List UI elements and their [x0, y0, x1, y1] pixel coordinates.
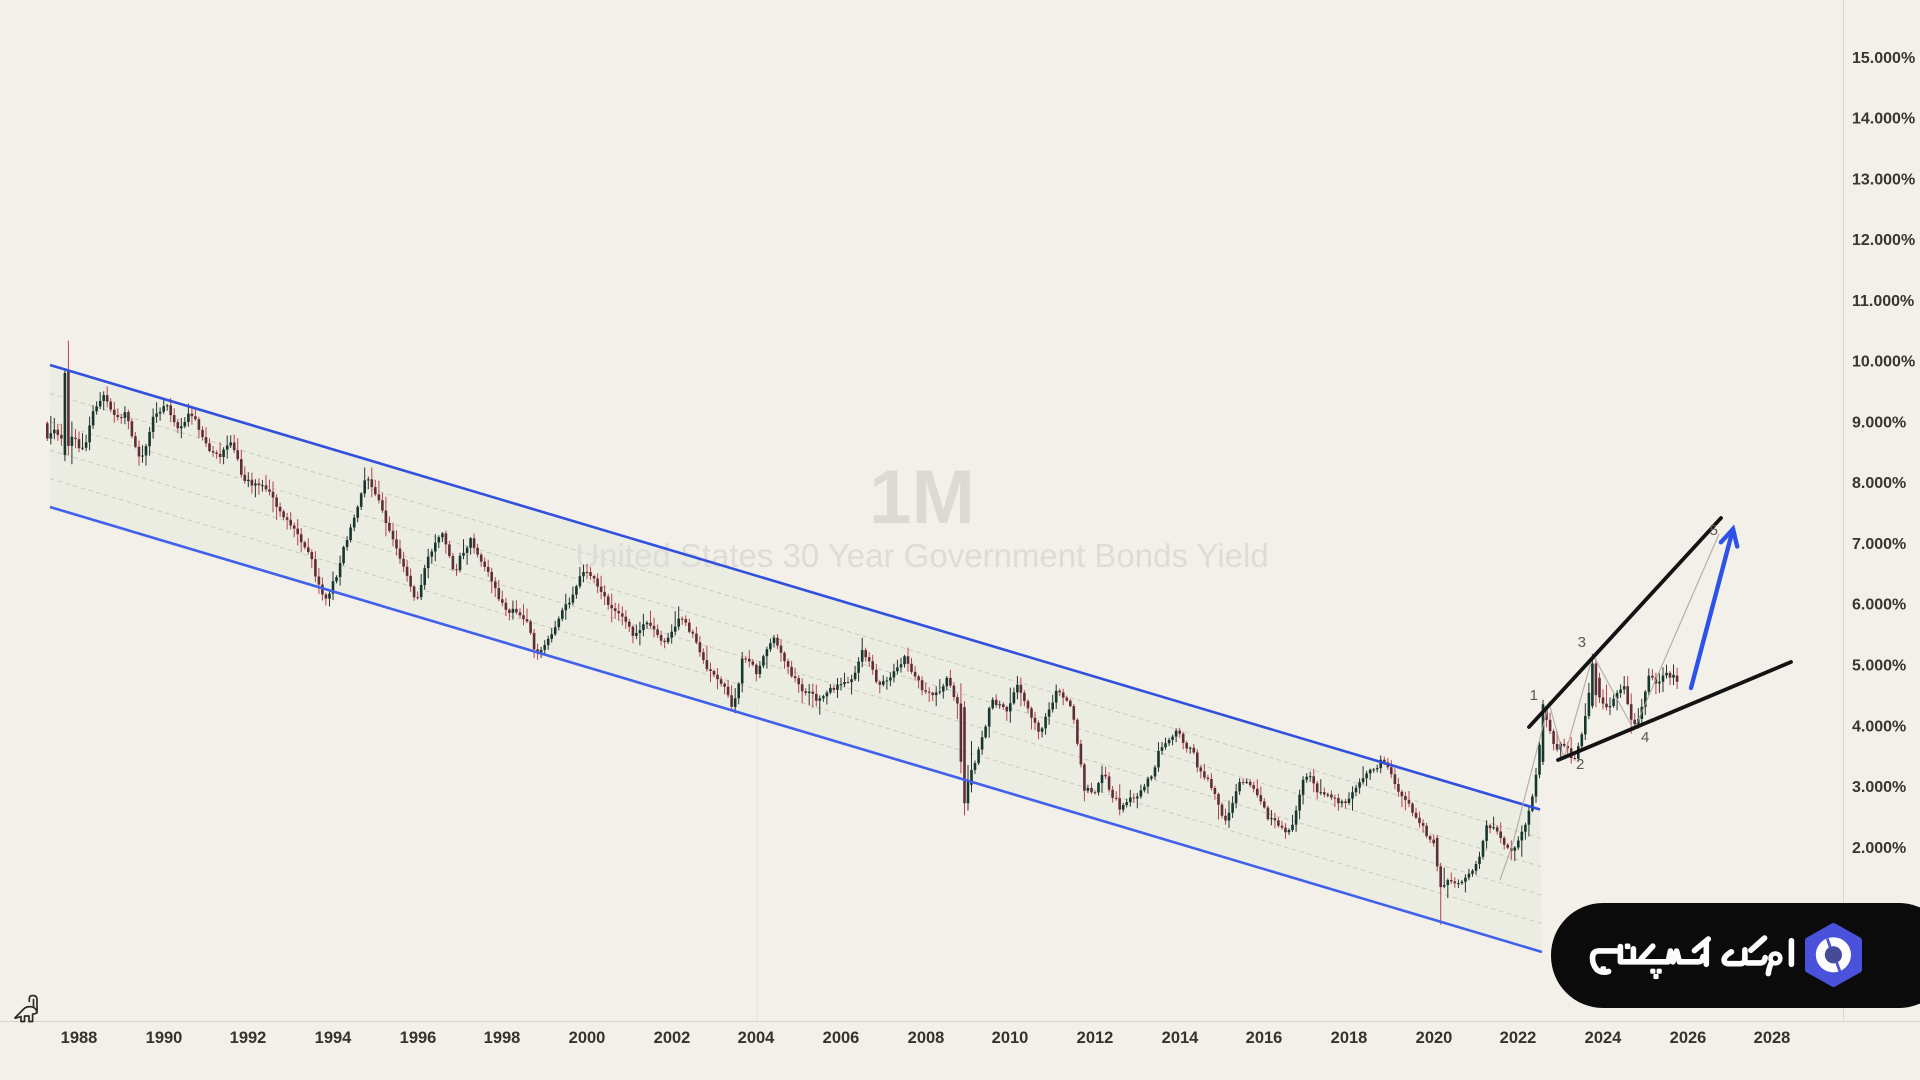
svg-text:10.000%: 10.000%	[1852, 354, 1915, 371]
svg-text:1: 1	[1530, 687, 1538, 704]
svg-text:2012: 2012	[1077, 1029, 1114, 1047]
svg-text:2.000%: 2.000%	[1852, 840, 1906, 857]
svg-text:1988: 1988	[61, 1029, 98, 1047]
svg-text:2016: 2016	[1246, 1029, 1283, 1047]
svg-text:1992: 1992	[230, 1029, 267, 1047]
svg-text:2026: 2026	[1670, 1029, 1707, 1047]
svg-text:2: 2	[1576, 756, 1584, 773]
svg-text:2002: 2002	[654, 1029, 691, 1047]
svg-text:12.000%: 12.000%	[1852, 232, 1915, 249]
svg-text:2028: 2028	[1754, 1029, 1791, 1047]
svg-text:2014: 2014	[1162, 1029, 1200, 1047]
svg-text:6.000%: 6.000%	[1852, 597, 1906, 614]
svg-text:1998: 1998	[484, 1029, 521, 1047]
svg-text:2004: 2004	[738, 1029, 776, 1047]
svg-text:2000: 2000	[569, 1029, 606, 1047]
svg-text:7.000%: 7.000%	[1852, 536, 1906, 553]
svg-text:2018: 2018	[1331, 1029, 1368, 1047]
svg-text:4.000%: 4.000%	[1852, 718, 1906, 735]
svg-text:13.000%: 13.000%	[1852, 171, 1915, 188]
svg-text:3.000%: 3.000%	[1852, 779, 1906, 796]
svg-text:11.000%: 11.000%	[1852, 293, 1914, 310]
svg-text:2008: 2008	[908, 1029, 945, 1047]
svg-text:United States 30 Year Governme: United States 30 Year Government Bonds Y…	[575, 537, 1268, 574]
svg-text:15.000%: 15.000%	[1852, 50, 1915, 67]
svg-text:1990: 1990	[146, 1029, 183, 1047]
svg-text:2022: 2022	[1500, 1029, 1537, 1047]
svg-text:2024: 2024	[1585, 1029, 1623, 1047]
svg-text:1M: 1M	[869, 455, 975, 540]
svg-text:5.000%: 5.000%	[1852, 658, 1906, 675]
svg-text:5: 5	[1710, 522, 1718, 539]
svg-text:3: 3	[1578, 634, 1586, 651]
svg-text:2020: 2020	[1416, 1029, 1453, 1047]
svg-text:1994: 1994	[315, 1029, 353, 1047]
svg-text:8.000%: 8.000%	[1852, 475, 1906, 492]
svg-text:2006: 2006	[823, 1029, 860, 1047]
svg-text:9.000%: 9.000%	[1852, 414, 1906, 431]
svg-text:1996: 1996	[400, 1029, 437, 1047]
svg-text:2010: 2010	[992, 1029, 1029, 1047]
svg-text:4: 4	[1641, 729, 1649, 746]
svg-text:14.000%: 14.000%	[1852, 111, 1915, 128]
